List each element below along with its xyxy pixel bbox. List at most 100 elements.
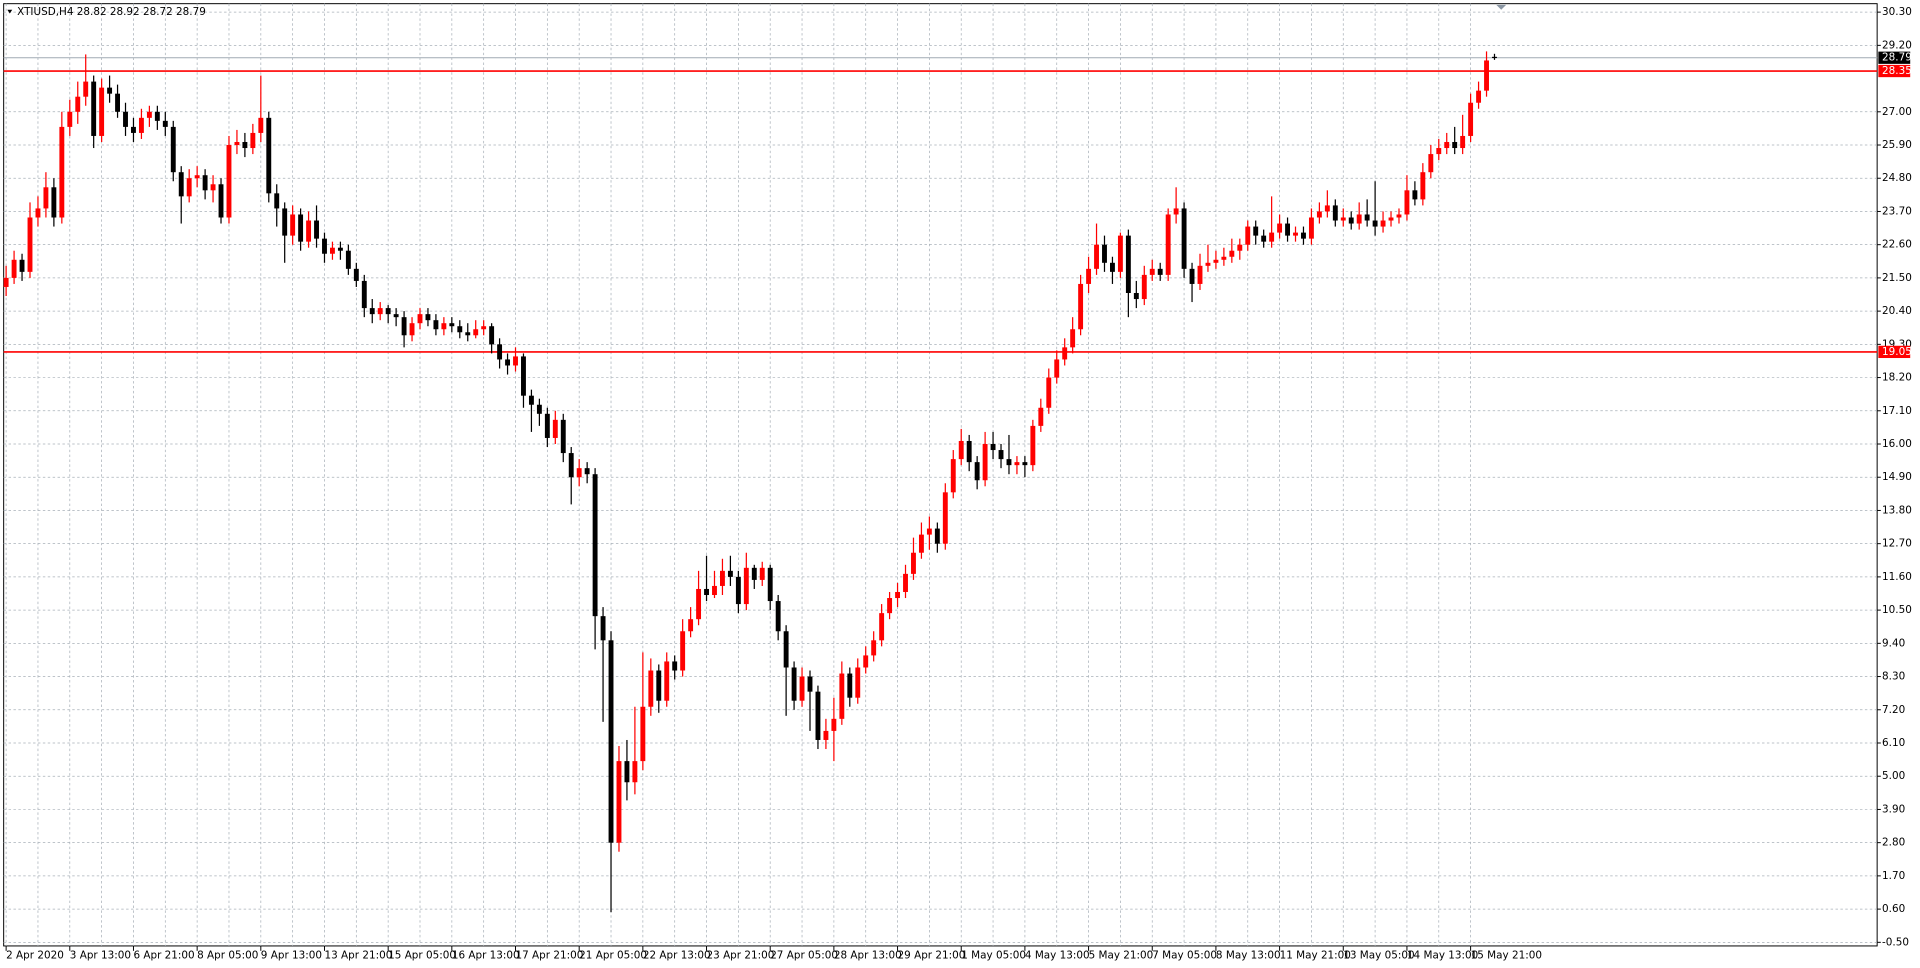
candle-body	[27, 217, 33, 272]
candle-body	[1460, 135, 1466, 149]
candle-body	[926, 528, 932, 535]
y-tick-label: 14.90	[1882, 471, 1912, 483]
candle-body	[1436, 148, 1442, 155]
candle-body	[911, 552, 916, 574]
candle-body	[616, 761, 622, 843]
candle-body	[1364, 214, 1370, 221]
candle-body	[1277, 223, 1283, 233]
shift-marker	[1496, 4, 1507, 10]
candle-body	[998, 450, 1004, 460]
candle-body	[1181, 208, 1187, 269]
y-tick-label: 8.30	[1882, 671, 1905, 683]
candle-body	[345, 250, 351, 269]
y-tick-label: 25.90	[1882, 139, 1912, 151]
candle-body	[552, 419, 558, 438]
candle-body	[903, 573, 908, 592]
y-tick-label: 0.60	[1882, 903, 1905, 915]
y-tick-label: 11.60	[1882, 571, 1912, 583]
candle-body	[751, 567, 757, 580]
candle-body	[990, 444, 996, 451]
candle-body	[1476, 90, 1482, 103]
candle-body	[1197, 265, 1203, 284]
y-tick-label: -0.50	[1882, 936, 1909, 948]
x-tick-label: 15 May 21:00	[1471, 950, 1542, 962]
x-tick-label: 2 Apr 2020	[6, 950, 64, 962]
candle-body	[632, 761, 638, 783]
candle-body	[544, 413, 550, 438]
candle-body	[560, 419, 566, 454]
candle-body	[1293, 232, 1298, 236]
candle-body	[648, 670, 654, 707]
candle-body	[337, 247, 343, 251]
candle-body	[274, 193, 280, 209]
y-tick-label: 20.40	[1882, 305, 1912, 317]
candle-body	[521, 356, 526, 396]
x-tick-label: 6 Apr 21:00	[133, 950, 194, 962]
candle-body	[1189, 268, 1195, 284]
candle-body	[1094, 244, 1099, 269]
candle-body	[1356, 214, 1362, 224]
candle-body	[1380, 220, 1386, 227]
candle-body	[1117, 235, 1123, 272]
candle-body	[704, 588, 709, 596]
y-tick-label: 5.00	[1882, 770, 1905, 782]
candle-body	[409, 323, 415, 336]
candle-body	[123, 111, 128, 127]
x-tick-label: 23 Apr 21:00	[707, 950, 775, 962]
candle-body	[1269, 232, 1275, 242]
candle-body	[51, 187, 57, 218]
candle-body	[441, 323, 447, 330]
candle-body	[226, 145, 232, 218]
x-tick-label: 3 Apr 13:00	[70, 950, 131, 962]
candle-body	[576, 468, 582, 478]
candle-body	[942, 492, 948, 544]
level-tag	[1878, 64, 1911, 78]
candle-body	[1324, 205, 1330, 212]
x-tick-label: 9 Apr 13:00	[261, 950, 322, 962]
candle-body	[19, 259, 25, 272]
candle-body	[162, 120, 168, 127]
menu-arrow[interactable]	[7, 9, 13, 14]
candle-body	[823, 730, 829, 740]
candle-body	[1046, 377, 1052, 408]
candle-body	[1285, 223, 1290, 236]
y-tick-label: 13.80	[1882, 504, 1912, 516]
candle-body	[513, 356, 518, 366]
candle-body	[1102, 244, 1107, 263]
plot-frame	[3, 3, 1878, 947]
candle-body	[298, 214, 304, 242]
candle-body	[290, 214, 296, 236]
candle-body	[712, 585, 717, 596]
candle-body	[393, 314, 399, 318]
candle-body	[83, 81, 89, 97]
candle-body	[855, 667, 861, 698]
candle-body	[194, 175, 200, 179]
candle-body	[282, 208, 288, 236]
y-tick-label: 22.60	[1882, 239, 1912, 251]
candle-body	[1444, 141, 1450, 149]
grid	[3, 3, 1878, 946]
y-tick-label: 18.20	[1882, 372, 1912, 384]
level-label: 19.05	[1882, 346, 1912, 358]
y-tick-label: 30.30	[1882, 6, 1912, 18]
candle-body	[473, 329, 479, 336]
candle-body	[974, 462, 980, 481]
candle-body	[3, 277, 9, 287]
levels	[3, 57, 1878, 353]
x-tick-label: 1 May 05:00	[961, 950, 1026, 962]
candle-body	[584, 468, 590, 475]
candle-body	[1245, 226, 1251, 245]
candle-body	[306, 220, 312, 242]
candle-body	[138, 117, 144, 133]
y-tick-label: 7.20	[1882, 704, 1905, 716]
candle-body	[1348, 217, 1354, 224]
x-tick-label: 17 Apr 21:00	[516, 950, 584, 962]
candle-body	[672, 661, 678, 671]
candle-body	[154, 111, 160, 121]
candle-body	[934, 528, 940, 544]
candle-body	[950, 459, 956, 493]
candles	[3, 51, 1497, 913]
candle-body	[210, 184, 216, 191]
